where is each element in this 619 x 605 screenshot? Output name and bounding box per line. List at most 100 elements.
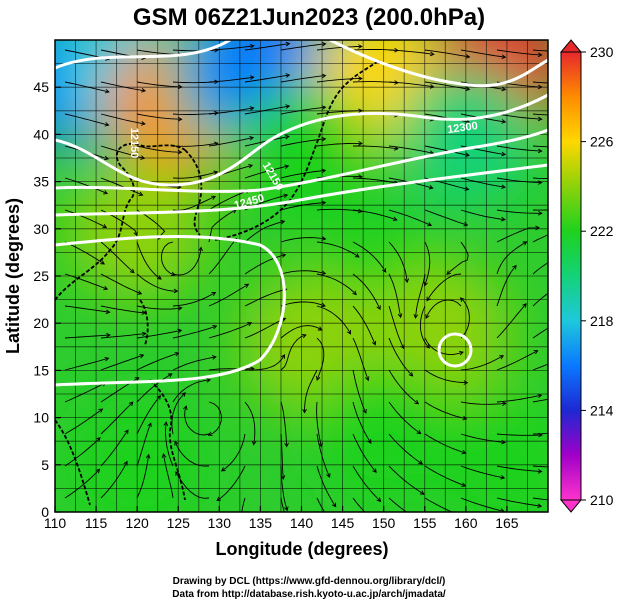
streamline-arrow [140, 121, 146, 126]
streamline [446, 241, 469, 275]
streamline-arrow [100, 260, 105, 265]
streamline [496, 465, 542, 473]
streamline [184, 405, 210, 436]
streamline [100, 177, 143, 196]
streamline [174, 441, 210, 467]
streamline [280, 170, 326, 179]
streamline-arrow [137, 290, 143, 295]
streamline [496, 49, 542, 56]
streamline [388, 369, 419, 405]
colorbar-lower-arrow [559, 499, 583, 513]
streamline-arrow [326, 473, 331, 478]
streamline [316, 433, 331, 478]
streamline [316, 497, 326, 512]
streamline [496, 497, 542, 507]
coastline-indochina [55, 419, 91, 506]
streamline [208, 238, 237, 275]
streamline [316, 273, 357, 295]
streamline-arrow [285, 41, 291, 47]
streamline-arrow [284, 164, 290, 170]
streamline-arrow [512, 264, 517, 270]
streamline-arrow [463, 221, 469, 227]
streamline [352, 273, 381, 310]
streamline [64, 408, 103, 435]
streamline [424, 433, 466, 454]
streamline [280, 497, 285, 512]
streamline-arrow [376, 305, 381, 311]
streamline-arrow [501, 439, 507, 445]
streamline [64, 382, 106, 403]
streamline-arrow [302, 408, 307, 414]
streamline-arrow [170, 271, 176, 276]
streamline [316, 241, 360, 258]
streamline [316, 401, 322, 447]
streamline-arrow [535, 225, 540, 231]
streamline-arrow [95, 468, 101, 474]
streamline-arrow [183, 405, 188, 411]
streamline [208, 137, 254, 147]
streamline [172, 247, 202, 276]
streamline-arrow [321, 200, 327, 206]
streamline-arrow [124, 429, 129, 435]
y-tick-label: 30 [33, 221, 49, 237]
streamline [426, 273, 462, 301]
streamline [388, 337, 413, 377]
colorbar-tick-label: 214 [590, 402, 614, 418]
y-tick-label: 10 [33, 410, 49, 426]
streamline [388, 273, 402, 318]
streamline-arrow [285, 134, 290, 140]
streamline-arrow [104, 155, 110, 161]
streamline [316, 337, 325, 381]
streamline-arrow [358, 76, 363, 81]
streamline-arrow [502, 401, 507, 406]
streamline [388, 241, 408, 283]
streamline [172, 142, 218, 147]
streamline-arrow [463, 380, 469, 385]
contour-line [55, 40, 231, 70]
streamline [460, 433, 506, 443]
streamline-arrow [102, 224, 108, 229]
streamline [280, 401, 288, 447]
contour-line [55, 235, 286, 387]
streamline-arrow [248, 163, 254, 169]
streamline [388, 81, 434, 88]
streamline [136, 454, 150, 499]
streamline [208, 189, 250, 211]
streamline [496, 145, 542, 152]
credit-drawing: Drawing by DCL (https://www.gfd-dennou.o… [173, 576, 446, 587]
streamline [64, 305, 110, 313]
streamline [171, 392, 186, 435]
streamline-arrow [211, 195, 217, 200]
streamline [244, 105, 290, 115]
y-tick-label: 40 [33, 126, 49, 142]
streamline [208, 209, 237, 243]
streamline [136, 273, 178, 292]
streamline-arrow [138, 191, 144, 196]
streamline [136, 373, 173, 403]
streamline [165, 422, 174, 467]
streamline [175, 471, 210, 499]
streamline [532, 398, 548, 403]
streamline-arrow [462, 415, 468, 421]
streamline [244, 288, 287, 307]
streamline [64, 241, 105, 265]
colorbar-tick-label: 210 [590, 492, 614, 508]
streamline [496, 303, 527, 339]
streamline [172, 292, 216, 307]
streamline-arrow [123, 460, 128, 466]
x-tick-label: 165 [495, 515, 519, 531]
streamline-arrow [140, 155, 146, 160]
streamline-arrow [358, 44, 363, 49]
streamline [460, 177, 506, 188]
x-tick-label: 160 [454, 515, 478, 531]
streamline-arrow [285, 104, 291, 109]
contour-label: 12300 [447, 120, 479, 136]
streamline-arrow [317, 326, 323, 331]
streamline [280, 433, 284, 479]
streamline [460, 465, 505, 479]
streamline [316, 78, 362, 83]
streamline-arrow [537, 84, 543, 90]
streamline-arrow [321, 41, 327, 47]
streamline [208, 322, 252, 339]
streamline-arrow [321, 236, 327, 241]
